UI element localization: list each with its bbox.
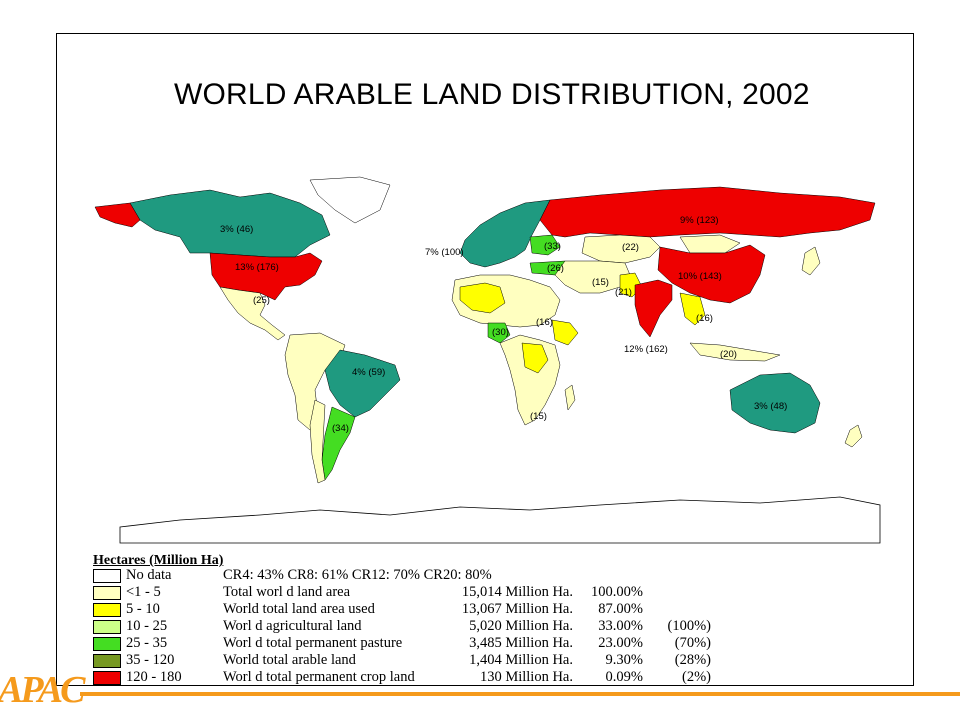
region-madagascar [564,384,576,411]
legend-range: No data [126,567,172,583]
legend-range: 120 - 180 [126,669,182,685]
legend-stat-pct: 23.00% [598,635,643,651]
legend-stat-label: Worl d agricultural land [223,618,362,634]
legend-stat-share: (28%) [674,652,711,668]
legend-stat-pct: 33.00% [598,618,643,634]
legend-swatch [93,569,121,583]
world-map: 3% (46) 13% (176) (25) 4% (59) (34) 7% (… [94,176,881,544]
map-label-sudan: (16) [536,317,553,328]
legend-stat-label: World total land area used [223,601,375,617]
legend-stat-share: (100%) [667,618,712,634]
map-label-usa: 13% (176) [235,262,279,273]
map-label-indonesia: (20) [720,349,737,360]
map-label-india: 12% (162) [624,344,668,355]
legend-range: 10 - 25 [126,618,168,634]
legend-range: 5 - 10 [126,601,160,617]
legend-swatch [93,654,121,668]
region-antarctica [119,496,881,544]
legend-stat-value: 130 Million Ha. [479,669,573,685]
region-argentina [321,406,356,481]
map-label-turkey: (26) [547,263,564,274]
map-label-argentina: (34) [332,423,349,434]
region-nigeria [487,322,511,344]
map-label-nigeria: (30) [492,327,509,338]
region-indonesia [689,342,781,362]
region-chile [309,399,326,484]
map-label-europe: 7% (100) [425,247,464,258]
legend-stat-label: World total arable land [223,652,356,668]
legend-range: 35 - 120 [126,652,175,668]
map-label-south-africa: (15) [530,411,547,422]
region-new-zealand [844,424,863,448]
map-label-australia: 3% (48) [754,401,787,412]
region-sahel [459,282,506,314]
map-title: WORLD ARABLE LAND DISTRIBUTION, 2002 [174,78,810,111]
legend-stat-label: Total worl d land area [223,584,351,600]
legend-stat-pct: 87.00% [598,601,643,617]
legend-range: <1 - 5 [126,584,161,600]
map-label-pakistan: (21) [615,287,632,298]
legend-stat-label: Worl d total permanent pasture [223,635,403,651]
map-label-china: 10% (143) [678,271,722,282]
legend-swatch [93,637,121,651]
legend-stat-label: CR4: 43% CR8: 61% CR12: 70% CR20: 80% [223,567,492,583]
legend-range: 25 - 35 [126,635,168,651]
map-label-mexico: (25) [253,295,270,306]
map-label-ukraine: (33) [544,241,561,252]
legend-stat-value: 13,067 Million Ha. [461,601,573,617]
region-canada [129,189,331,258]
map-label-canada: 3% (46) [220,224,253,235]
region-middle-east [554,260,631,294]
region-mexico [219,286,286,341]
region-mongolia [679,234,741,254]
region-greenland [309,176,391,224]
region-southeast-asia [679,292,706,326]
region-ethiopia [551,319,579,346]
map-label-brazil: 4% (59) [352,367,385,378]
legend-stat-share: (2%) [682,669,711,685]
apac-logo: APAC [0,669,85,711]
footer-accent-line [80,692,960,696]
map-label-iran: (15) [592,277,609,288]
legend-stat-value: 15,014 Million Ha. [461,584,573,600]
legend-stat-pct: 100.00% [591,584,643,600]
region-japan [801,246,821,276]
map-label-russia: 9% (123) [680,215,719,226]
legend-title: Hectares (Million Ha) [93,553,224,568]
legend-stat-value: 5,020 Million Ha. [469,618,573,634]
region-congo [521,342,549,374]
legend-swatch [93,586,121,600]
legend-stat-value: 1,404 Million Ha. [469,652,573,668]
legend-stat-label: Worl d total permanent crop land [223,669,415,685]
region-europe [459,199,551,268]
map-label-thailand: (16) [696,313,713,324]
legend-stat-pct: 9.30% [605,652,643,668]
legend-stat-value: 3,485 Million Ha. [469,635,573,651]
region-brazil [324,349,401,418]
legend-swatch [93,620,121,634]
legend-stat-share: (70%) [674,635,711,651]
map-label-kazakhstan: (22) [622,242,639,253]
region-alaska [94,202,141,228]
legend-swatch [93,603,121,617]
legend-swatch [93,671,121,685]
slide-frame [56,33,914,686]
region-australia [729,372,821,434]
region-ukraine [529,234,561,256]
region-kazakhstan [581,234,661,264]
region-russia [539,186,876,238]
region-china [657,244,766,304]
region-india [634,279,673,338]
legend-stat-pct: 0.09% [605,669,643,685]
